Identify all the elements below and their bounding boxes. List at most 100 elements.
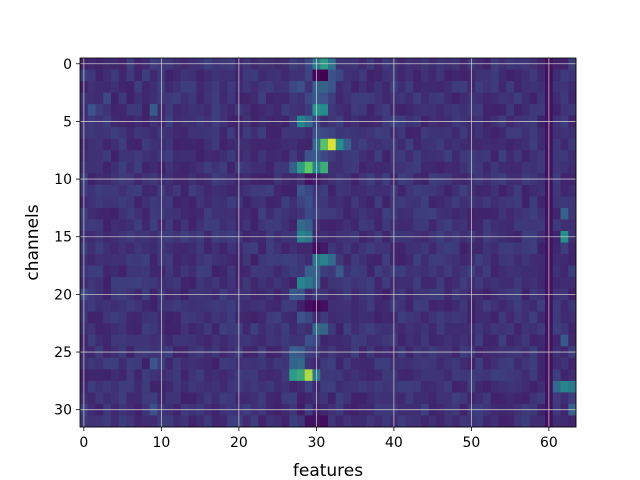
heatmap-cell xyxy=(281,334,290,347)
heatmap-cell xyxy=(552,300,561,313)
heatmap-cell xyxy=(351,104,360,117)
heatmap-cell xyxy=(490,254,499,266)
heatmap-cell xyxy=(529,334,538,347)
heatmap-cell xyxy=(204,311,213,324)
heatmap-cell xyxy=(165,242,174,255)
heatmap-cell xyxy=(126,277,135,290)
heatmap-cell xyxy=(142,138,151,151)
heatmap-cell xyxy=(173,127,182,140)
heatmap-cell xyxy=(405,323,414,336)
heatmap-cell xyxy=(421,323,430,336)
heatmap-cell xyxy=(537,81,546,93)
heatmap-cell xyxy=(211,415,220,428)
heatmap-cell xyxy=(188,300,197,313)
heatmap-cell xyxy=(227,254,236,266)
heatmap-cell xyxy=(165,104,174,117)
heatmap-cell xyxy=(304,357,313,370)
heatmap-cell xyxy=(126,415,135,428)
heatmap-cell xyxy=(196,196,205,209)
heatmap-cell xyxy=(382,357,391,370)
heatmap-cell xyxy=(413,161,422,174)
heatmap-cell xyxy=(351,242,360,255)
heatmap-cell xyxy=(444,334,453,347)
heatmap-cell xyxy=(273,254,282,266)
heatmap-cell xyxy=(281,357,290,370)
heatmap-cell xyxy=(149,369,158,382)
heatmap-cell xyxy=(188,69,197,82)
heatmap-cell xyxy=(405,334,414,347)
heatmap-cell xyxy=(421,196,430,209)
heatmap-cell xyxy=(359,254,368,266)
heatmap-cell xyxy=(297,311,306,324)
heatmap-cell xyxy=(537,219,546,232)
heatmap-cell xyxy=(188,92,197,105)
heatmap-cell xyxy=(428,392,437,405)
heatmap-cell xyxy=(366,138,375,151)
heatmap-cell xyxy=(188,369,197,382)
heatmap-cell xyxy=(335,369,344,382)
heatmap-cell xyxy=(366,323,375,336)
heatmap-cell xyxy=(475,392,484,405)
heatmap-cell xyxy=(560,219,569,232)
heatmap-cell xyxy=(428,92,437,105)
heatmap-cell xyxy=(258,219,267,232)
heatmap-cell xyxy=(483,207,492,220)
heatmap-cell xyxy=(459,242,468,255)
heatmap-cell xyxy=(250,334,259,347)
heatmap-cell xyxy=(126,138,135,151)
heatmap-cell xyxy=(258,334,267,347)
heatmap-cell xyxy=(506,254,515,266)
heatmap-cell xyxy=(126,323,135,336)
heatmap-cell xyxy=(188,138,197,151)
heatmap-cell xyxy=(111,242,120,255)
heatmap-cell xyxy=(452,265,461,278)
heatmap-cell xyxy=(219,138,228,151)
heatmap-cell xyxy=(304,69,313,82)
heatmap-cell xyxy=(227,265,236,278)
heatmap-cell xyxy=(180,69,189,82)
x-tick-label: 40 xyxy=(385,435,403,451)
heatmap-cell xyxy=(459,254,468,266)
heatmap-cell xyxy=(204,380,213,393)
heatmap-cell xyxy=(459,196,468,209)
heatmap-cell xyxy=(204,207,213,220)
heatmap-cell xyxy=(343,254,352,266)
heatmap-cell xyxy=(335,323,344,336)
heatmap-cell xyxy=(514,265,523,278)
heatmap-cell xyxy=(250,300,259,313)
heatmap-cell xyxy=(335,392,344,405)
heatmap-cell xyxy=(359,69,368,82)
heatmap-cell xyxy=(142,219,151,232)
heatmap-cell xyxy=(529,242,538,255)
heatmap-cell xyxy=(289,150,298,163)
heatmap-cell xyxy=(343,161,352,174)
heatmap-cell xyxy=(382,242,391,255)
heatmap-cell xyxy=(537,357,546,370)
heatmap-cell xyxy=(204,104,213,117)
heatmap-cell xyxy=(444,69,453,82)
heatmap-cell xyxy=(196,161,205,174)
heatmap-cell xyxy=(142,150,151,163)
heatmap-cell xyxy=(95,369,104,382)
heatmap-cell xyxy=(173,334,182,347)
heatmap-cell xyxy=(173,92,182,105)
heatmap-cell xyxy=(359,92,368,105)
heatmap-cell xyxy=(219,380,228,393)
heatmap-cell xyxy=(405,219,414,232)
heatmap-cell xyxy=(289,219,298,232)
heatmap-cell xyxy=(529,300,538,313)
heatmap-cell xyxy=(560,265,569,278)
heatmap-cell xyxy=(483,254,492,266)
heatmap-cell xyxy=(227,150,236,163)
heatmap-cell xyxy=(397,196,406,209)
heatmap-cell xyxy=(421,104,430,117)
heatmap-cell xyxy=(242,415,251,428)
heatmap-cell xyxy=(413,127,422,140)
heatmap-cell xyxy=(297,219,306,232)
heatmap-cell xyxy=(490,219,499,232)
heatmap-cell xyxy=(289,242,298,255)
heatmap-cell xyxy=(219,265,228,278)
heatmap-cell xyxy=(180,265,189,278)
heatmap-cell xyxy=(196,81,205,93)
